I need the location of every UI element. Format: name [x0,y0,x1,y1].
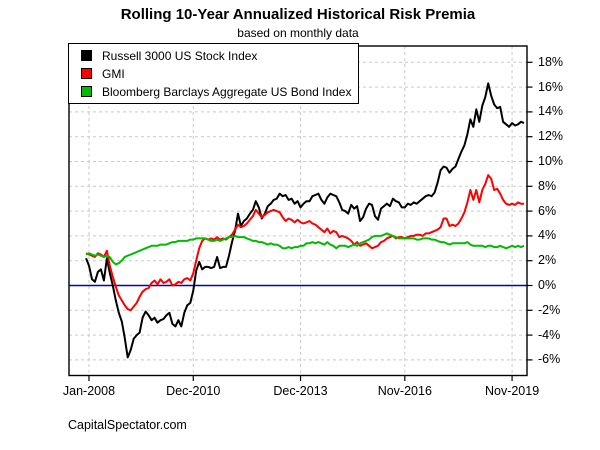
x-tick-label: Dec-2013 [273,384,328,398]
chart-title: Rolling 10-Year Annualized Historical Ri… [120,6,476,23]
h-gridlines [69,61,527,361]
y-tick-label: -4% [538,327,561,342]
y-tick-label: -6% [538,352,561,367]
y-tick-label: 10% [538,154,564,168]
series-line-gmi [85,174,524,312]
legend-label-bond-index: Bloomberg Barclays Aggregate US Bond Ind… [102,84,352,99]
legend-label-russell-3000: Russell 3000 US Stock Index [102,48,258,63]
y-tick-label: -2% [538,302,561,317]
footer-watermark: CapitalSpectator.com [68,418,187,432]
y-tick-label: 8% [538,178,557,193]
legend-label-gmi: GMI [102,66,125,81]
x-tick-label: Jan-2008 [62,384,116,398]
y-tick-label: 14% [538,104,564,119]
legend: Russell 3000 US Stock Index GMI Bloomber… [68,43,359,104]
chart-subtitle: based on monthly data [237,26,359,40]
legend-item-gmi: GMI [69,65,358,82]
y-tick-label: 6% [538,203,557,218]
axis-ticks [88,61,533,381]
y-tick-label: 16% [538,79,564,94]
legend-item-russell-3000: Russell 3000 US Stock Index [69,47,358,64]
y-tick-label: 12% [538,129,564,144]
y-tick-label: 18% [538,54,564,69]
legend-swatch-green-icon [81,86,92,97]
y-tick-label: 4% [538,228,557,243]
x-tick-label: Nov-2016 [377,384,432,398]
y-tick-label: 0% [538,278,557,292]
y-tick-label: 2% [538,253,557,268]
series-line-bloomberg-barclays-aggregate-us-bond-index [85,232,525,266]
series-line-russell-3000-us-stock-index [85,82,525,359]
legend-item-bond-index: Bloomberg Barclays Aggregate US Bond Ind… [69,83,358,100]
legend-swatch-black-icon [81,50,92,61]
x-tick-label: Nov-2019 [484,384,540,398]
legend-swatch-red-icon [81,68,92,79]
x-tick-label: Dec-2010 [166,384,221,398]
